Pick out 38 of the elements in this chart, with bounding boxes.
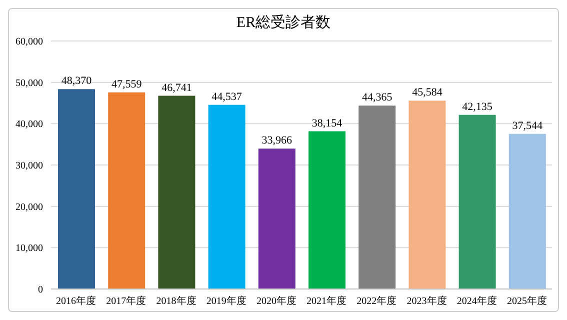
x-tick-label: 2024年度 xyxy=(456,295,497,308)
chart-title: ER総受診者数 xyxy=(235,14,332,33)
x-tick-label: 2022年度 xyxy=(356,295,397,308)
x-tick-label: 2016年度 xyxy=(56,295,96,308)
bar xyxy=(208,104,246,289)
bar xyxy=(308,131,346,289)
data-label: 44,537 xyxy=(212,90,242,103)
data-label: 46,741 xyxy=(162,82,192,94)
x-tick-label: 2025年度 xyxy=(506,295,547,308)
data-label: 33,966 xyxy=(262,134,293,147)
y-tick-label: 50,000 xyxy=(16,78,43,89)
data-label: 47,559 xyxy=(111,78,142,90)
bar xyxy=(108,92,146,289)
y-tick-label: 40,000 xyxy=(16,119,43,130)
data-label: 44,365 xyxy=(362,92,393,104)
data-label: 42,135 xyxy=(462,100,493,113)
data-label: 38,154 xyxy=(312,117,343,130)
bar xyxy=(258,148,296,289)
bar xyxy=(358,106,396,289)
bar xyxy=(408,100,446,289)
x-tick-label: 2020年度 xyxy=(256,295,296,308)
data-label: 45,584 xyxy=(412,86,443,99)
x-tick-label: 2019年度 xyxy=(206,295,246,308)
x-tick-label: 2023年度 xyxy=(406,295,447,308)
bar xyxy=(458,114,496,289)
y-tick-label: 20,000 xyxy=(16,202,43,213)
data-label: 48,370 xyxy=(61,75,92,88)
bar xyxy=(58,89,95,289)
x-tick-label: 2021年度 xyxy=(306,295,347,308)
x-tick-label: 2018年度 xyxy=(156,295,196,308)
y-tick-label: 60,000 xyxy=(16,36,43,48)
y-tick-label: 10,000 xyxy=(16,243,43,254)
y-tick-label: 0 xyxy=(38,284,43,296)
x-tick-label: 2017年度 xyxy=(106,295,146,308)
bar xyxy=(508,134,546,289)
y-tick-label: 30,000 xyxy=(16,160,43,172)
bar xyxy=(158,96,196,289)
data-label: 37,544 xyxy=(512,120,544,132)
